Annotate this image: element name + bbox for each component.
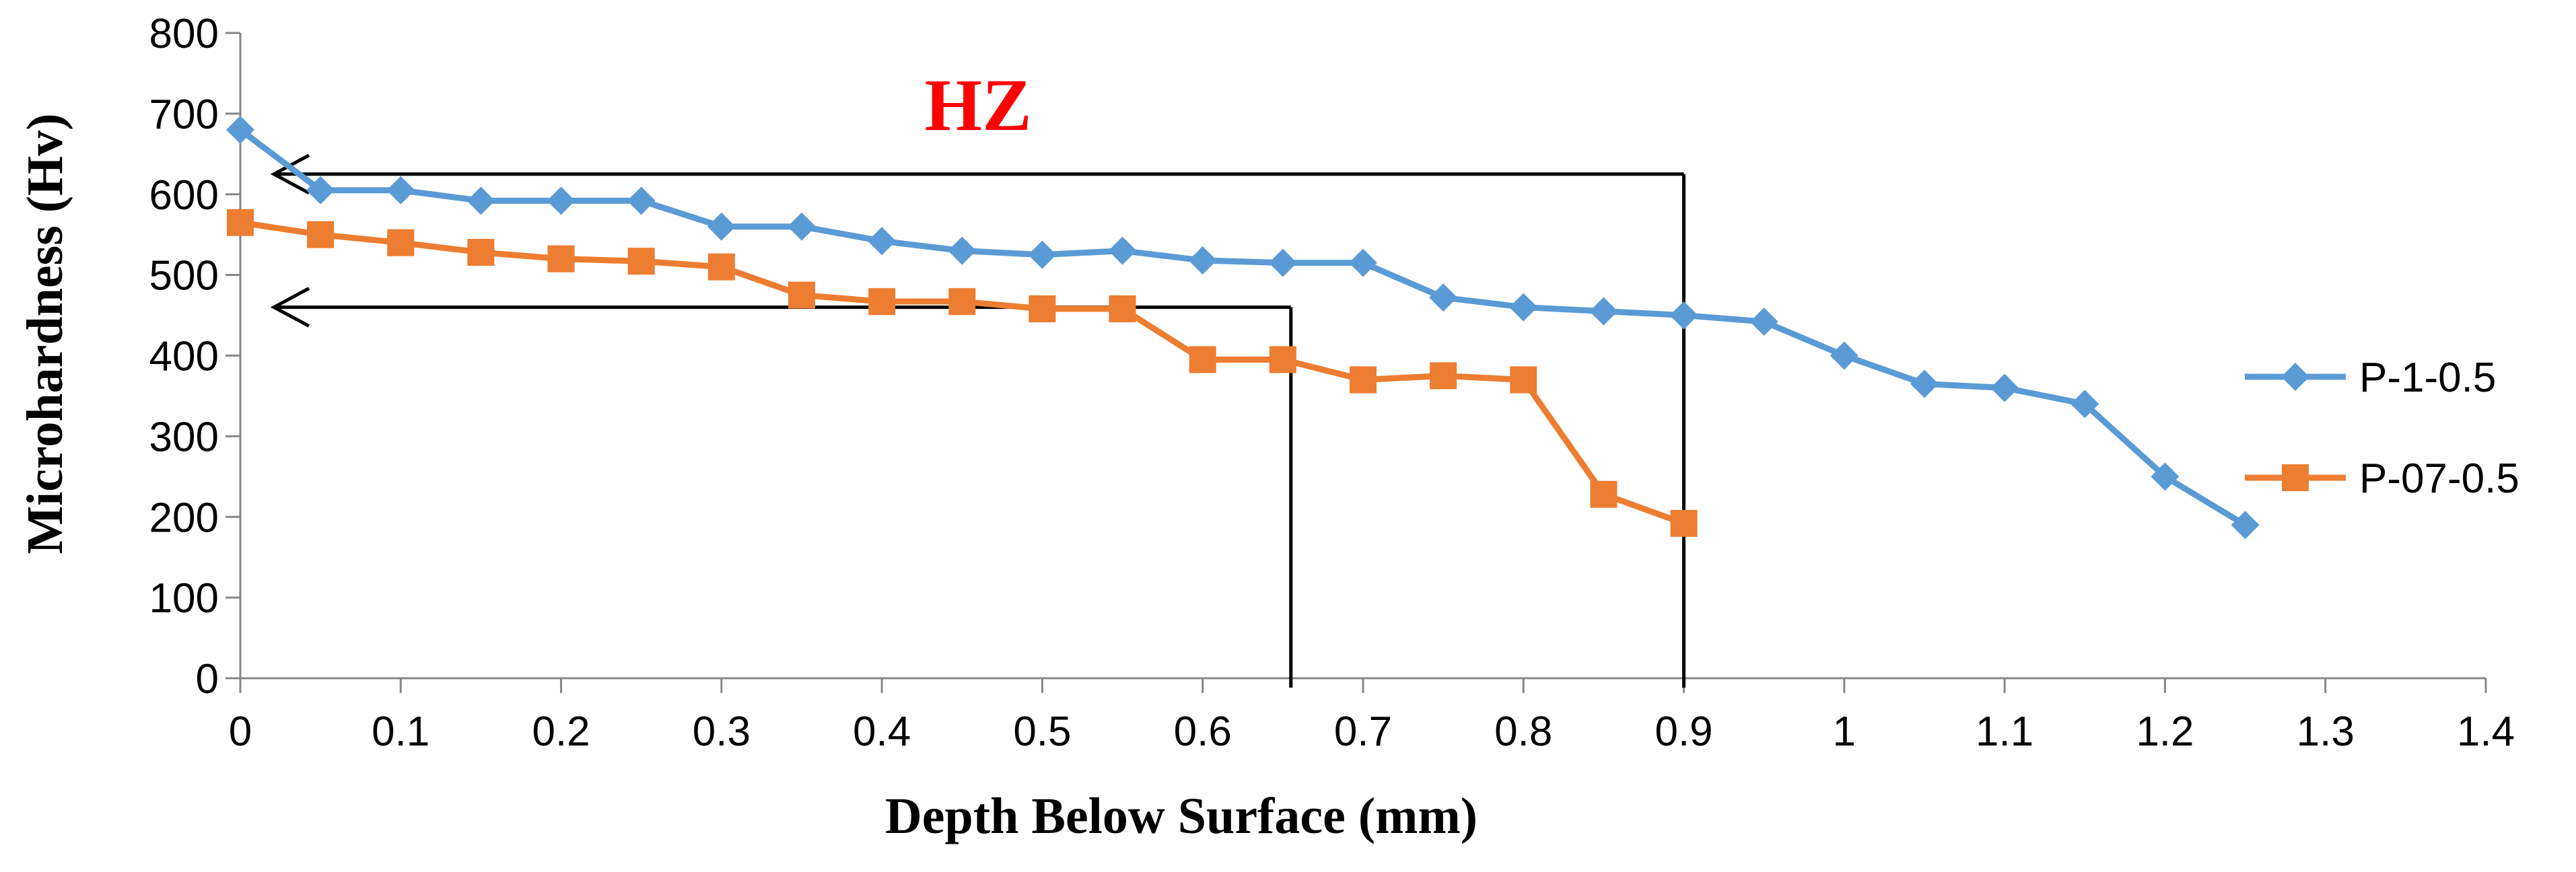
data-point xyxy=(868,227,897,256)
hz-label: HZ xyxy=(925,64,1032,146)
data-point xyxy=(386,176,415,205)
legend-item-P-07-0.5: P-07-0.5 xyxy=(2245,456,2519,502)
data-point xyxy=(1349,248,1377,277)
arrow-left-icon xyxy=(270,287,310,328)
x-axis-title: Depth Below Surface (mm) xyxy=(885,788,1477,844)
y-tick-label: 200 xyxy=(149,495,219,541)
y-tick-label: 400 xyxy=(149,334,219,380)
y-tick-label: 100 xyxy=(149,575,219,622)
y-tick-label: 800 xyxy=(149,11,219,57)
data-point xyxy=(948,236,977,265)
data-point xyxy=(307,221,335,248)
x-tick-label: 1.2 xyxy=(2136,708,2194,755)
data-point xyxy=(948,288,976,316)
x-tick-label: 0.7 xyxy=(1334,708,1392,755)
data-point xyxy=(387,229,415,256)
data-point xyxy=(227,209,254,236)
data-point xyxy=(1510,366,1537,394)
x-tick-label: 1.3 xyxy=(2297,708,2355,755)
data-point xyxy=(1269,346,1296,373)
y-tick-label: 700 xyxy=(149,92,219,138)
hz-boundary xyxy=(270,153,1686,688)
data-point xyxy=(868,288,896,316)
legend-label: P-1-0.5 xyxy=(2359,355,2496,401)
data-point xyxy=(1670,509,1698,537)
series-line xyxy=(238,127,2247,528)
hz-boundary xyxy=(270,287,1293,688)
y-tick-label: 600 xyxy=(149,172,219,219)
data-point xyxy=(1109,295,1136,322)
x-tick-label: 0.8 xyxy=(1494,708,1552,755)
y-axis-title: Microhardness (Hv) xyxy=(17,113,73,554)
data-point xyxy=(1268,248,1297,277)
data-point xyxy=(1669,301,1698,330)
data-point xyxy=(1749,307,1778,336)
data-point xyxy=(707,212,736,241)
data-point xyxy=(226,115,254,144)
data-point xyxy=(1029,295,1056,322)
x-tick-label: 0.3 xyxy=(693,708,751,755)
data-point xyxy=(306,176,335,205)
x-tick-label: 0.4 xyxy=(853,708,911,755)
data-point xyxy=(1509,293,1538,322)
x-tick-label: 1.1 xyxy=(1976,708,2033,755)
series-P-07-0.5 xyxy=(227,209,1698,537)
arrow-left-icon xyxy=(270,153,310,194)
x-tick-label: 0.5 xyxy=(1013,708,1071,755)
data-point xyxy=(466,186,495,215)
x-tick-label: 0.2 xyxy=(532,708,590,755)
data-point xyxy=(707,253,735,281)
legend-marker xyxy=(2281,363,2309,391)
legend: P-1-0.5 P-07-0.5 xyxy=(2245,355,2519,502)
data-point xyxy=(547,186,576,215)
data-point xyxy=(1830,341,1858,370)
x-tick-label: 0 xyxy=(229,708,252,755)
legend-marker xyxy=(2282,464,2309,491)
data-point xyxy=(547,245,575,272)
data-point xyxy=(1910,369,1939,398)
data-point xyxy=(788,281,815,309)
y-tick-label: 300 xyxy=(149,414,219,460)
x-tick-label: 0.9 xyxy=(1655,708,1712,755)
x-tick-label: 0.1 xyxy=(372,708,429,755)
y-tick-label: 0 xyxy=(196,656,219,702)
data-point xyxy=(788,212,816,241)
data-point xyxy=(1590,480,1617,508)
legend-label: P-07-0.5 xyxy=(2359,456,2519,502)
data-point xyxy=(1028,240,1057,269)
data-point xyxy=(1350,366,1377,394)
data-point xyxy=(627,248,655,275)
series-P-1-0.5 xyxy=(226,115,2260,540)
x-tick-label: 0.6 xyxy=(1174,708,1232,755)
y-tick-label: 500 xyxy=(149,253,219,299)
data-point xyxy=(1429,283,1458,312)
x-tick-label: 1 xyxy=(1833,708,1856,755)
data-point xyxy=(2151,462,2180,491)
y-axis-ticks: 0 100 200 300 400 500 600 700 800 xyxy=(149,11,240,702)
data-point xyxy=(1188,246,1217,275)
x-axis-ticks: 0 0.1 0.2 0.3 0.4 0.5 0.6 0.7 0.8 0.9 1 1.1 1.2 1.3 1.… xyxy=(229,678,2515,755)
data-point xyxy=(627,186,656,215)
data-point xyxy=(2070,390,2099,419)
data-point xyxy=(467,239,495,266)
hz-annotations xyxy=(270,153,1686,688)
data-point xyxy=(2231,511,2260,540)
data-point xyxy=(1430,362,1457,390)
legend-item-P-1-0.5: P-1-0.5 xyxy=(2245,355,2496,401)
data-point xyxy=(1108,236,1137,265)
x-tick-label: 1.4 xyxy=(2457,708,2515,755)
series-line xyxy=(240,219,1685,527)
data-point xyxy=(1589,297,1618,326)
series-layer xyxy=(226,115,2260,540)
data-point xyxy=(1990,373,2019,402)
data-point xyxy=(1189,346,1216,373)
